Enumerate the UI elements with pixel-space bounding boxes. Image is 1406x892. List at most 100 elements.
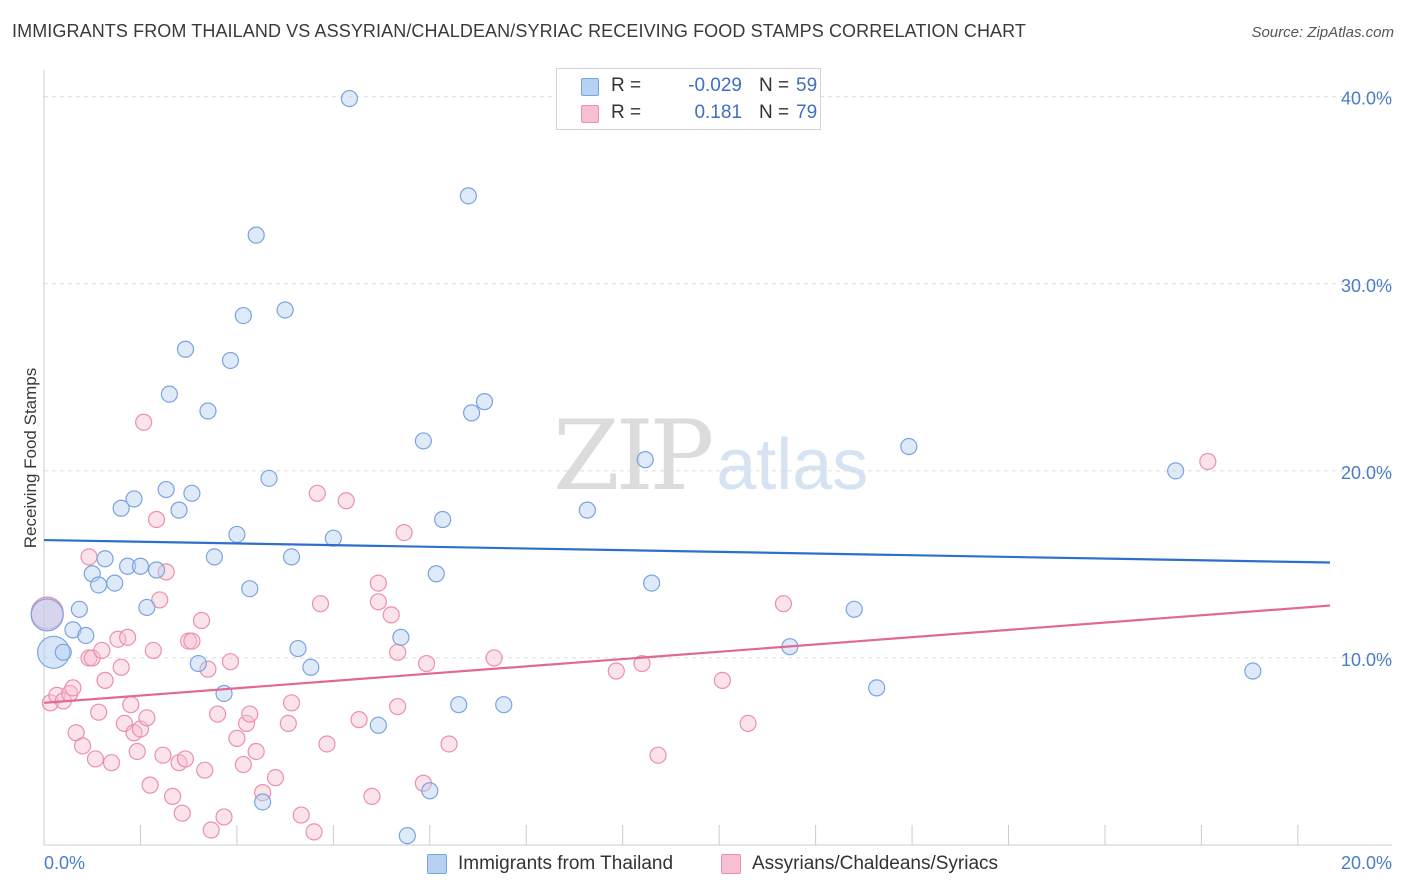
- x-tick-marks: [43, 825, 1299, 845]
- point-assyrian: [86, 750, 105, 768]
- point-thailand: [199, 402, 217, 420]
- point-assyrian: [202, 821, 220, 839]
- point-thailand: [450, 696, 468, 714]
- point-assyrian: [292, 806, 310, 824]
- point-assyrian: [176, 750, 195, 768]
- point-assyrian: [154, 746, 172, 764]
- y-tick-label: 20.0%: [1341, 463, 1392, 483]
- point-thailand: [459, 187, 477, 205]
- point-assyrian: [228, 729, 246, 747]
- point-thailand: [260, 469, 278, 487]
- point-assyrian: [649, 746, 667, 764]
- x-tick-label-min: 0.0%: [44, 853, 85, 873]
- point-thailand: [241, 580, 259, 598]
- point-thailand: [70, 600, 88, 618]
- point-assyrian: [607, 662, 625, 680]
- point-assyrian: [247, 742, 265, 761]
- point-assyrian: [221, 653, 240, 671]
- point-assyrian: [417, 654, 436, 673]
- point-thailand: [1167, 462, 1185, 480]
- point-assyrian: [151, 591, 169, 609]
- point-assyrian: [144, 641, 162, 660]
- point-thailand: [276, 301, 294, 319]
- point-assyrian: [96, 671, 114, 689]
- point-thailand: [125, 490, 143, 508]
- point-assyrian: [713, 671, 731, 689]
- point-thailand: [183, 484, 201, 502]
- point-thailand: [157, 480, 175, 499]
- point-assyrian: [118, 628, 137, 646]
- legend-label-assyrian: Assyrians/Chaldeans/Syriacs: [752, 853, 999, 874]
- legend-label-thailand: Immigrants from Thailand: [458, 853, 674, 874]
- point-thailand: [77, 626, 95, 645]
- point-assyrian: [308, 484, 326, 502]
- point-assyrian: [102, 754, 121, 772]
- trend-line-thailand: [43, 538, 1331, 564]
- point-thailand: [90, 576, 108, 594]
- point-assyrian: [128, 742, 146, 761]
- series-thailand-points: [30, 89, 1262, 845]
- source-label: Source: ZipAtlas.com: [1251, 24, 1394, 41]
- grid-layer: [44, 96, 1392, 659]
- point-thailand: [131, 557, 150, 575]
- point-thailand: [118, 557, 137, 575]
- point-assyrian: [389, 643, 407, 661]
- legend-r-label: R =: [611, 102, 642, 123]
- point-thailand: [189, 654, 207, 673]
- point-thailand: [112, 499, 130, 517]
- y-axis-label: Receiving Food Stamps: [21, 368, 40, 548]
- point-thailand: [247, 226, 265, 244]
- point-assyrian: [311, 595, 330, 613]
- point-assyrian: [739, 714, 757, 733]
- point-assyrian: [369, 593, 387, 611]
- point-thailand: [138, 598, 156, 617]
- point-assyrian: [135, 413, 153, 431]
- point-thailand: [176, 340, 195, 358]
- point-thailand: [205, 548, 223, 566]
- legend-r-value-assyrian: 0.181: [694, 102, 742, 123]
- point-assyrian: [350, 711, 368, 729]
- point-assyrian: [337, 492, 355, 510]
- point-thailand: [147, 561, 166, 579]
- point-assyrian: [112, 658, 130, 676]
- point-assyrian: [363, 787, 381, 805]
- point-assyrian: [80, 548, 98, 566]
- point-assyrian: [183, 632, 201, 650]
- point-thailand: [643, 574, 661, 592]
- y-tick-label: 30.0%: [1341, 276, 1392, 296]
- legend-r-label: R =: [611, 75, 642, 96]
- point-assyrian: [389, 697, 407, 716]
- point-assyrian: [173, 804, 191, 822]
- point-assyrian: [241, 705, 259, 723]
- x-tick-label-max: 20.0%: [1341, 853, 1392, 873]
- point-assyrian: [318, 735, 336, 753]
- point-thailand: [54, 643, 72, 661]
- point-assyrian: [633, 654, 651, 673]
- point-thailand: [868, 679, 886, 697]
- point-thailand: [30, 598, 64, 632]
- legend-n-label: N =: [759, 75, 790, 96]
- trend-lines: [43, 538, 1331, 704]
- stats-legend: R = -0.029 N = 59 R = 0.181 N = 79: [556, 68, 821, 130]
- point-assyrian: [234, 755, 252, 774]
- point-thailand: [462, 404, 481, 422]
- point-thailand: [900, 437, 918, 456]
- point-thailand: [324, 529, 342, 547]
- point-thailand: [845, 600, 863, 618]
- point-thailand: [427, 565, 445, 583]
- legend-swatch-thailand: [581, 78, 599, 96]
- point-assyrian: [192, 611, 211, 630]
- legend-r-value-thailand: -0.029: [688, 75, 742, 96]
- point-thailand: [1244, 662, 1262, 680]
- point-thailand: [398, 827, 416, 845]
- axes-layer: [43, 70, 1392, 846]
- point-thailand: [495, 696, 513, 714]
- point-assyrian: [237, 714, 256, 733]
- point-assyrian: [141, 776, 159, 794]
- point-assyrian: [164, 787, 182, 805]
- point-assyrian: [440, 735, 458, 753]
- point-thailand: [228, 525, 246, 544]
- point-assyrian: [282, 694, 301, 712]
- legend-swatch-thailand: [427, 854, 447, 874]
